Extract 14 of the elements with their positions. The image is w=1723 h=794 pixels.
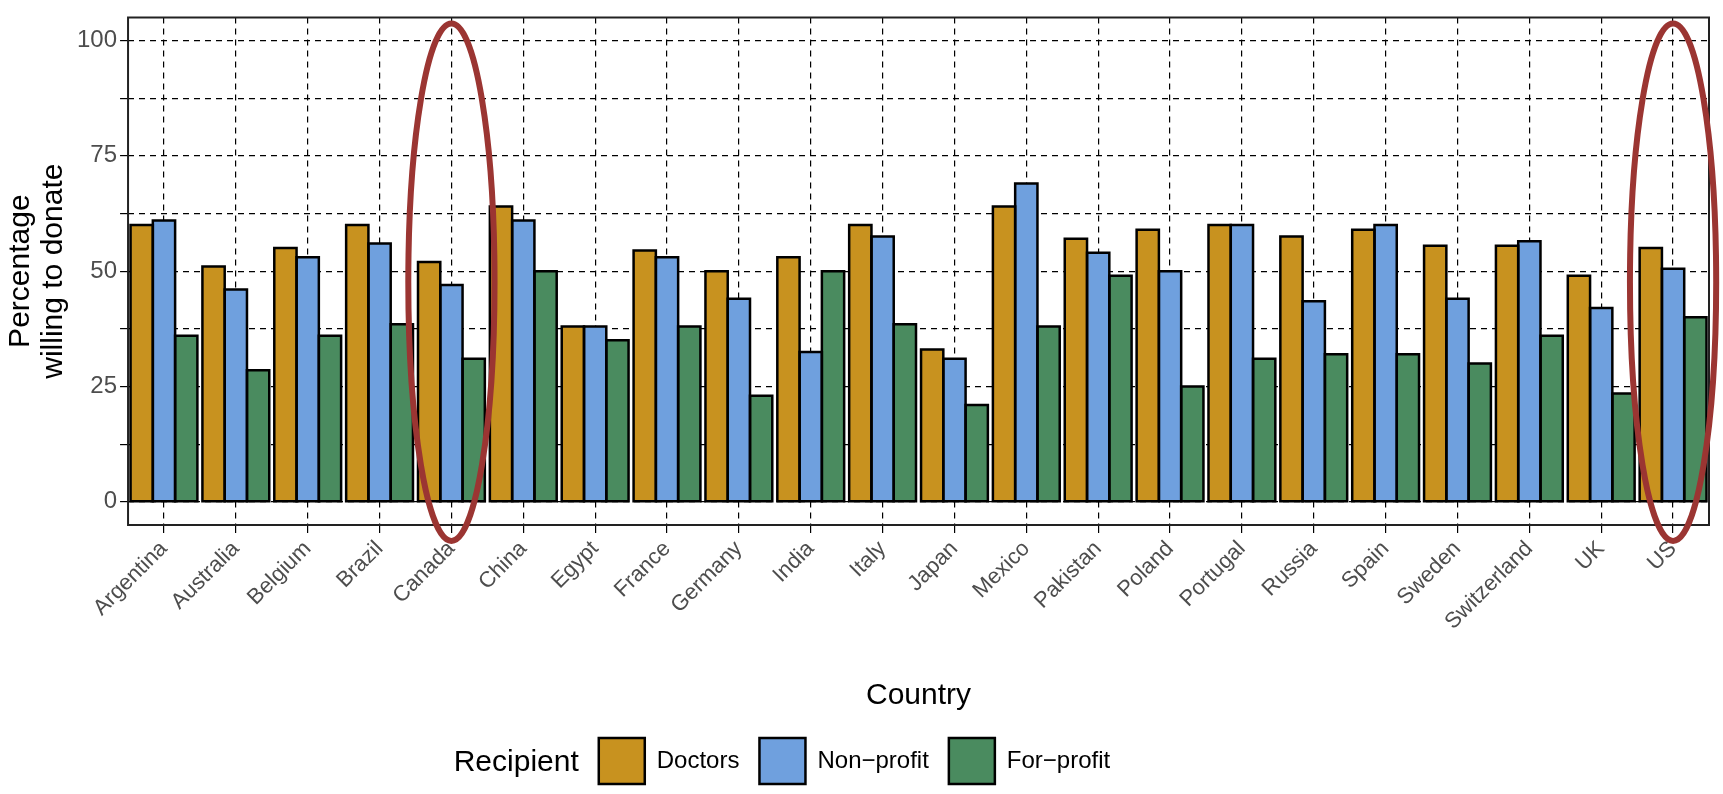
legend-label: Non−profit xyxy=(817,745,930,773)
legend-label: For−profit xyxy=(1006,745,1111,773)
y-tick-label: 100 xyxy=(77,25,118,53)
legend-title: Recipient xyxy=(453,743,579,779)
x-axis-title: Country xyxy=(866,677,972,711)
y-tick-label: 25 xyxy=(90,371,118,399)
y-axis-title: Percentage willing to donate xyxy=(1,163,68,380)
x-tick-label: US xyxy=(1641,535,1681,575)
x-tick-label: Italy xyxy=(844,535,891,582)
legend-label: Doctors xyxy=(656,745,740,773)
y-tick-label: 50 xyxy=(90,255,118,283)
y-tick-label: 75 xyxy=(90,140,118,168)
y-tick-label: 0 xyxy=(103,486,118,514)
x-tick-label: UK xyxy=(1569,535,1610,575)
